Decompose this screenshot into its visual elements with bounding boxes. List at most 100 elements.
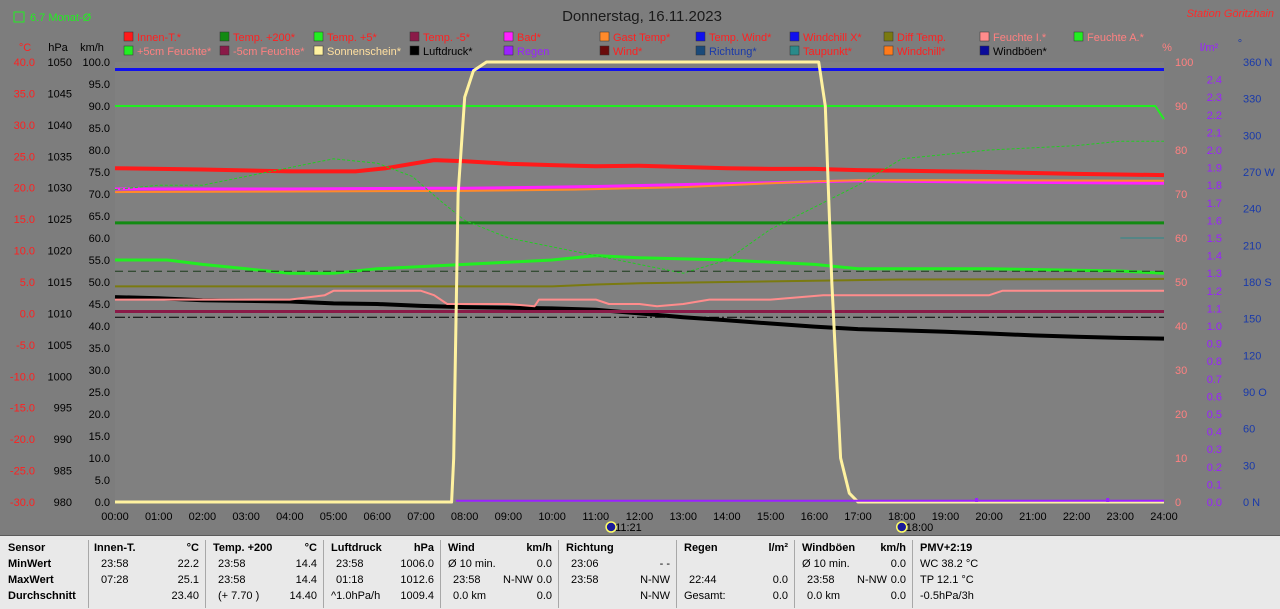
legend-swatch-8[interactable]	[883, 31, 894, 42]
legend-label-6: Temp. Wind*	[709, 32, 772, 44]
time-tick: 19:00	[932, 511, 960, 523]
direction-tick: 300	[1243, 130, 1261, 142]
legend-swatch-15[interactable]	[503, 45, 514, 56]
speed-tick: 30.0	[89, 365, 110, 377]
rain-tick: 1.1	[1207, 303, 1222, 315]
temp200-min: 14.4	[295, 558, 317, 570]
legend-swatch-2[interactable]	[313, 31, 324, 42]
series-line-0	[114, 158, 1165, 178]
pressure-tick: 1020	[48, 246, 72, 258]
rain-tick: 0.8	[1207, 356, 1222, 368]
legend-swatch-20[interactable]	[979, 45, 990, 56]
legend-label-9: Feuchte I.*	[993, 32, 1047, 44]
rain-mark-1	[1106, 498, 1110, 502]
time-tick: 14:00	[713, 511, 741, 523]
time-axis-ticks: 00:00 01:00 02:00 03:00 04:00 05:00 06:00 07:00…	[101, 511, 1178, 523]
legend-swatch-19[interactable]	[883, 45, 894, 56]
legend-label-13: Sonnenschein*	[327, 46, 402, 58]
legend-swatch-10[interactable]	[1073, 31, 1084, 42]
temp-tick: -25.0	[10, 466, 35, 478]
temp-tick: 5.0	[20, 277, 35, 289]
legend-swatch-16[interactable]	[599, 45, 610, 56]
legend-swatch-3[interactable]	[409, 31, 420, 42]
legend-swatch-11[interactable]	[123, 45, 134, 56]
series-line-11	[115, 289, 1164, 308]
time-tick: 03:00	[232, 511, 260, 523]
unit-degree: °	[1238, 38, 1242, 50]
windboeen-unit: km/h	[880, 542, 906, 554]
legend-swatch-7[interactable]	[789, 31, 800, 42]
speed-tick: 100.0	[82, 57, 110, 69]
richtung-title: Richtung	[566, 542, 614, 554]
legend-swatch-1[interactable]	[219, 31, 230, 42]
temp-tick: -5.0	[16, 340, 35, 352]
rain-tick: 1.9	[1207, 163, 1222, 175]
legend-swatch-9[interactable]	[979, 31, 990, 42]
temp200-avg: 14.40	[289, 590, 317, 602]
pressure-tick: 1035	[48, 151, 72, 163]
series-line-9	[115, 277, 1165, 288]
speed-tick: 40.0	[89, 321, 110, 333]
percent-tick: 30	[1175, 365, 1187, 377]
rain-tick: 2.2	[1207, 110, 1222, 122]
legend-swatch-5[interactable]	[599, 31, 610, 42]
legend-label-1: Temp. +200*	[233, 32, 296, 44]
avg-label: Durchschnitt	[8, 590, 76, 602]
sun-markers: 11:21 18:00	[605, 521, 933, 534]
luftdruck-trend: ^1.0hPa/h	[331, 590, 381, 602]
stats-footer: Sensor MinWert MaxWert Durchschnitt Inne…	[0, 535, 1280, 609]
temp-tick: 30.0	[14, 120, 35, 132]
rain-tick: 0.9	[1207, 339, 1222, 351]
rain-tick: 0.7	[1207, 374, 1222, 386]
time-tick: 21:00	[1019, 511, 1047, 523]
direction-tick: 120	[1243, 350, 1261, 362]
temp-tick: -10.0	[10, 371, 35, 383]
speed-tick: 5.0	[95, 475, 110, 487]
time-tick: 07:00	[407, 511, 435, 523]
direction-tick: 210	[1243, 240, 1261, 252]
rain-tick: 0.1	[1207, 479, 1222, 491]
legend-swatch-6[interactable]	[695, 31, 706, 42]
percent-tick: 70	[1175, 189, 1187, 201]
direction-tick: 330	[1243, 94, 1261, 106]
speed-tick: 95.0	[89, 79, 110, 91]
axis-units: °C hPa km/h% l/m² °	[19, 38, 1242, 54]
time-tick: 17:00	[844, 511, 872, 523]
pmv-tp: TP 12.1 °C	[920, 574, 974, 586]
rain-tick: 1.2	[1207, 286, 1222, 298]
legend-label-18: Taupunkt*	[803, 46, 853, 58]
speed-tick: 85.0	[89, 123, 110, 135]
legend-swatch-0[interactable]	[123, 31, 134, 42]
pressure-tick: 1005	[48, 340, 72, 352]
rain-tick: 1.3	[1207, 268, 1222, 280]
sensor-title: Sensor	[8, 542, 46, 554]
time-tick: 20:00	[975, 511, 1003, 523]
legend-swatch-18[interactable]	[789, 45, 800, 56]
unit-celsius: °C	[19, 42, 31, 54]
speed-tick: 80.0	[89, 145, 110, 157]
pressure-tick: 1045	[48, 88, 72, 100]
temp-tick: -20.0	[10, 434, 35, 446]
rain-mark-0	[975, 498, 979, 502]
speed-tick: 35.0	[89, 343, 110, 355]
series-lines	[114, 60, 1165, 504]
pressure-tick: 980	[54, 497, 72, 509]
rain-tick: 0.6	[1207, 391, 1222, 403]
percent-tick: 10	[1175, 453, 1187, 465]
legend-swatch-4[interactable]	[503, 31, 514, 42]
direction-tick: 360 N	[1243, 57, 1272, 69]
time-tick: 24:00	[1150, 511, 1178, 523]
station-name: Station Göritzhain	[1187, 8, 1274, 20]
monthly-avg-checkbox[interactable]	[13, 11, 25, 23]
temp-tick: 35.0	[14, 88, 35, 100]
speed-tick: 75.0	[89, 167, 110, 179]
legend-label-8: Diff Temp.	[897, 32, 946, 44]
legend-swatch-17[interactable]	[695, 45, 706, 56]
unit-hpa: hPa	[48, 42, 68, 54]
legend-swatch-12[interactable]	[219, 45, 230, 56]
right-axis-ticks: 10090807060504030201002.42.32.22.12.01.9…	[1175, 57, 1275, 509]
legend-swatch-13[interactable]	[313, 45, 324, 56]
col-innen: Innen-T. °C 23:58 22.2 07:28 25.1 23.40	[89, 540, 206, 608]
series-line-7	[114, 140, 1164, 274]
legend-swatch-14[interactable]	[409, 45, 420, 56]
